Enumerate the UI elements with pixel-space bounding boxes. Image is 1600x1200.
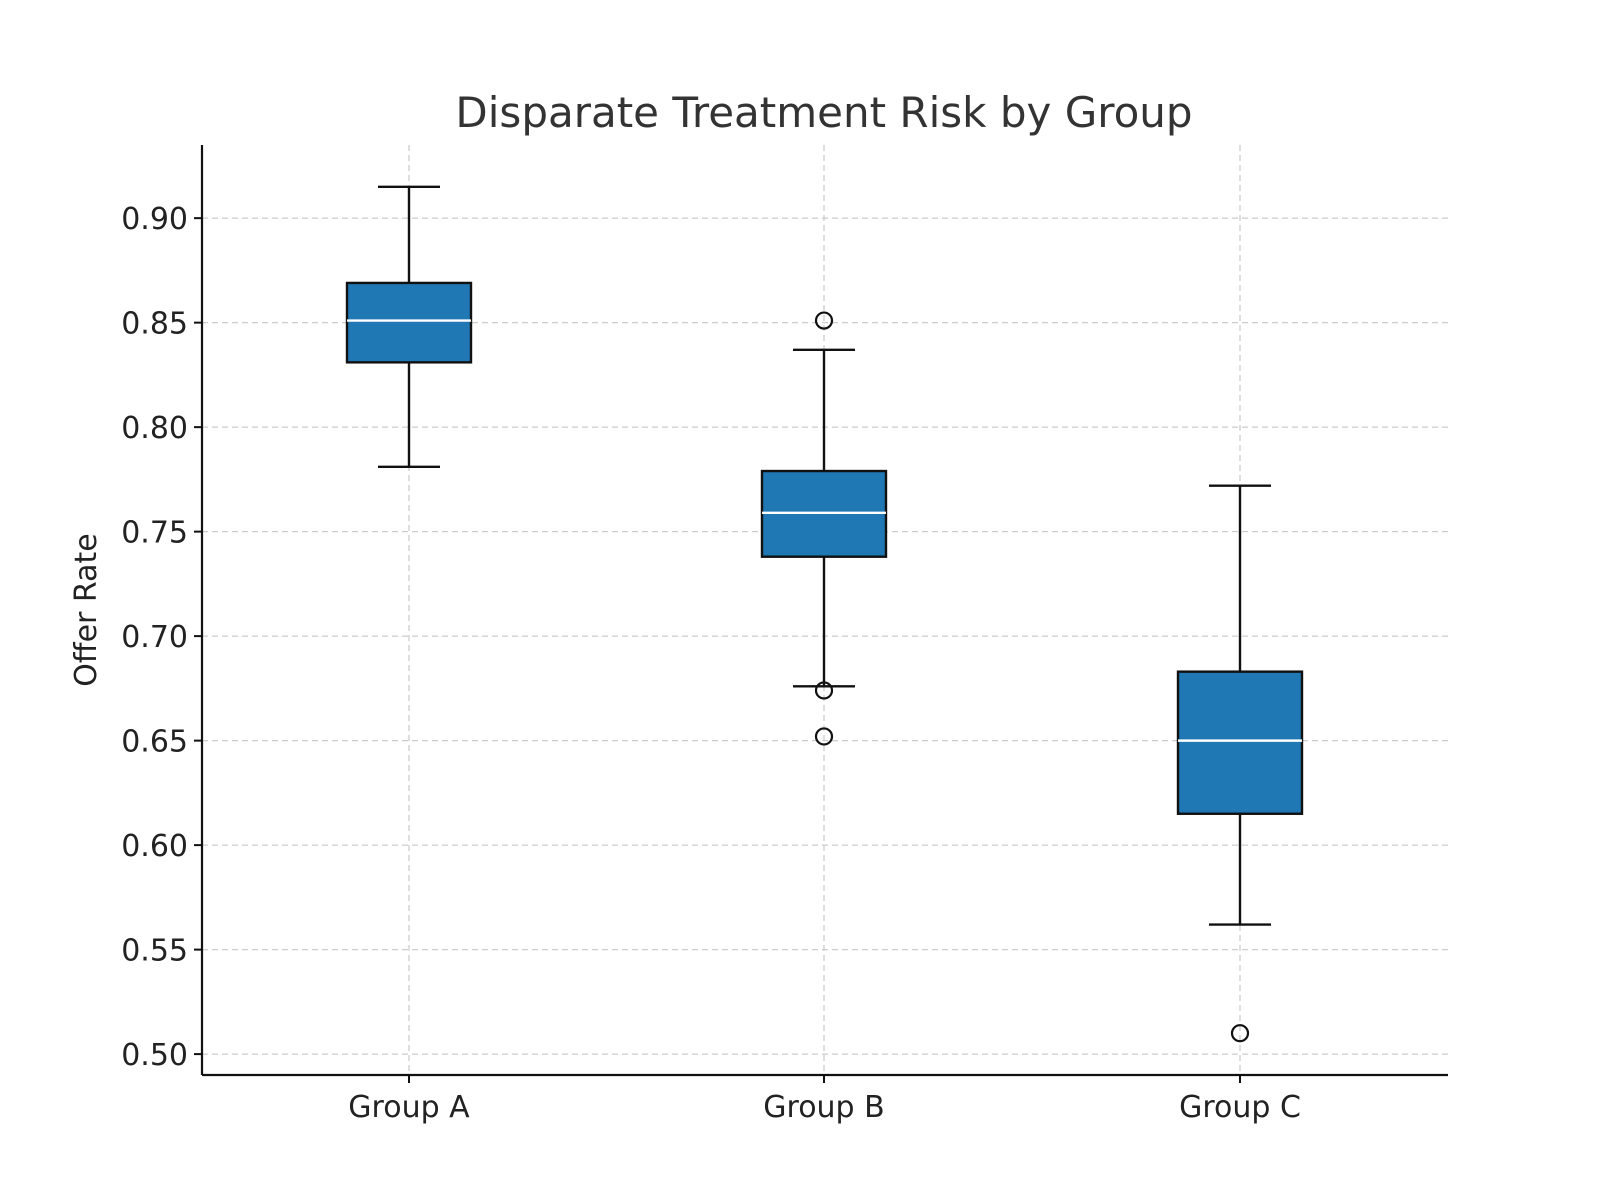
x-tick-label: Group B [763,1090,884,1125]
y-tick-label: 0.70 [121,620,188,655]
x-tick-label: Group A [348,1090,470,1125]
y-tick-label: 0.80 [121,411,188,446]
box-group-c [1176,484,1304,1043]
outlier-point [1230,1024,1250,1043]
outlier-point [814,727,834,746]
y-tick-label: 0.90 [121,202,188,237]
y-tick-label: 0.55 [121,934,188,969]
y-tick-label: 0.75 [121,516,188,551]
chart-title: Disparate Treatment Risk by Group [455,88,1192,137]
iqr-box [1176,670,1304,815]
y-tick-label: 0.65 [121,725,188,760]
y-tick-label: 0.50 [121,1038,188,1073]
x-tick-label: Group C [1179,1090,1301,1125]
outlier-point [814,311,834,330]
outlier-point [814,681,834,700]
iqr-box [345,281,473,364]
y-axis-label: Offer Rate [69,533,104,686]
box-group-a [345,185,473,469]
box-group-b [760,311,888,746]
boxes [345,185,1304,1043]
y-tick-label: 0.60 [121,829,188,864]
tick-labels: 0.50 0.55 0.60 0.65 0.70 0.75 0.80 0.85 0.90 Grou… [121,202,1301,1125]
y-tick-label: 0.85 [121,307,188,342]
